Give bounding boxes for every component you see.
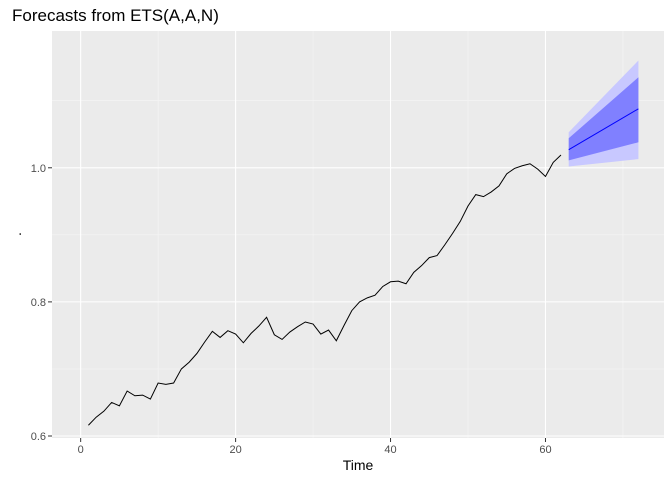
x-tick-label: 60 [539, 444, 551, 456]
x-axis-title: Time [343, 457, 374, 473]
data-lines [88, 108, 639, 426]
chart-title: Forecasts from ETS(A,A,N) [12, 6, 219, 25]
y-tick-label: 1.0 [31, 163, 46, 175]
y-axis: 0.6 0.8 1.0 [31, 163, 52, 443]
y-tick-label: 0.6 [31, 431, 46, 443]
x-axis: 0 20 40 60 [78, 438, 552, 456]
x-tick-label: 40 [384, 444, 396, 456]
x-tick-label: 20 [229, 444, 241, 456]
y-axis-title: . [8, 232, 24, 236]
forecast-mean-line [568, 108, 639, 151]
major-gridlines [52, 31, 664, 438]
x-tick-label: 0 [78, 444, 84, 456]
observed-series-line [88, 154, 562, 426]
y-tick-label: 0.8 [31, 297, 46, 309]
plot-panel [52, 31, 664, 438]
